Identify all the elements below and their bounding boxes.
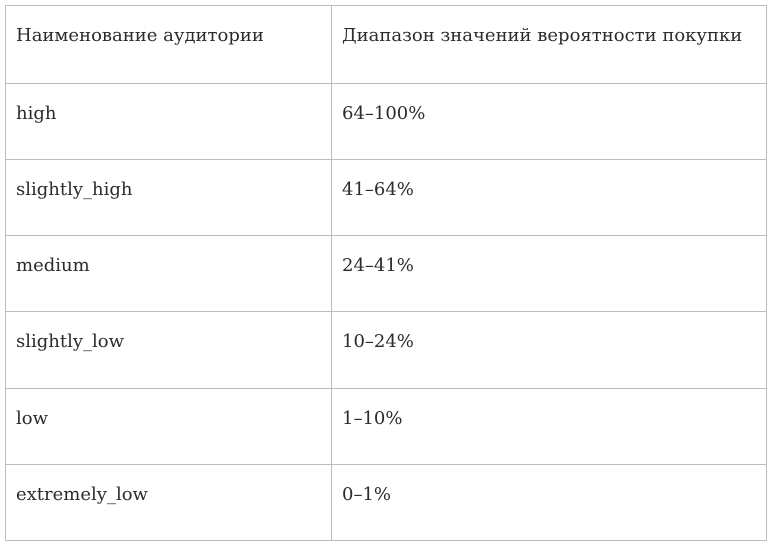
probability-range-cell: 0–1%	[331, 463, 767, 542]
header-audience-name: Наименование аудитории	[5, 5, 332, 84]
table-row: high 64–100%	[5, 82, 767, 161]
table-header-row: Наименование аудитории Диапазон значений…	[5, 5, 767, 84]
table-row: low 1–10%	[5, 387, 767, 465]
table-row: slightly_high 41–64%	[5, 159, 767, 237]
audience-name-cell: medium	[5, 235, 332, 313]
probability-range-cell: 1–10%	[331, 387, 767, 465]
table-row: medium 24–41%	[5, 235, 767, 313]
probability-range-cell: 41–64%	[331, 159, 767, 237]
audience-table-container: Наименование аудитории Диапазон значений…	[5, 5, 767, 542]
audience-name-cell: low	[5, 387, 332, 465]
audience-name-cell: high	[5, 82, 332, 161]
probability-range-cell: 64–100%	[331, 82, 767, 161]
table-row: slightly_low 10–24%	[5, 311, 767, 389]
probability-range-cell: 10–24%	[331, 311, 767, 389]
audience-name-cell: extremely_low	[5, 463, 332, 542]
header-probability-range: Диапазон значений вероятности покупки	[331, 5, 767, 84]
probability-range-cell: 24–41%	[331, 235, 767, 313]
audience-name-cell: slightly_low	[5, 311, 332, 389]
audience-probability-table: Наименование аудитории Диапазон значений…	[5, 5, 767, 542]
audience-name-cell: slightly_high	[5, 159, 332, 237]
table-row: extremely_low 0–1%	[5, 463, 767, 542]
